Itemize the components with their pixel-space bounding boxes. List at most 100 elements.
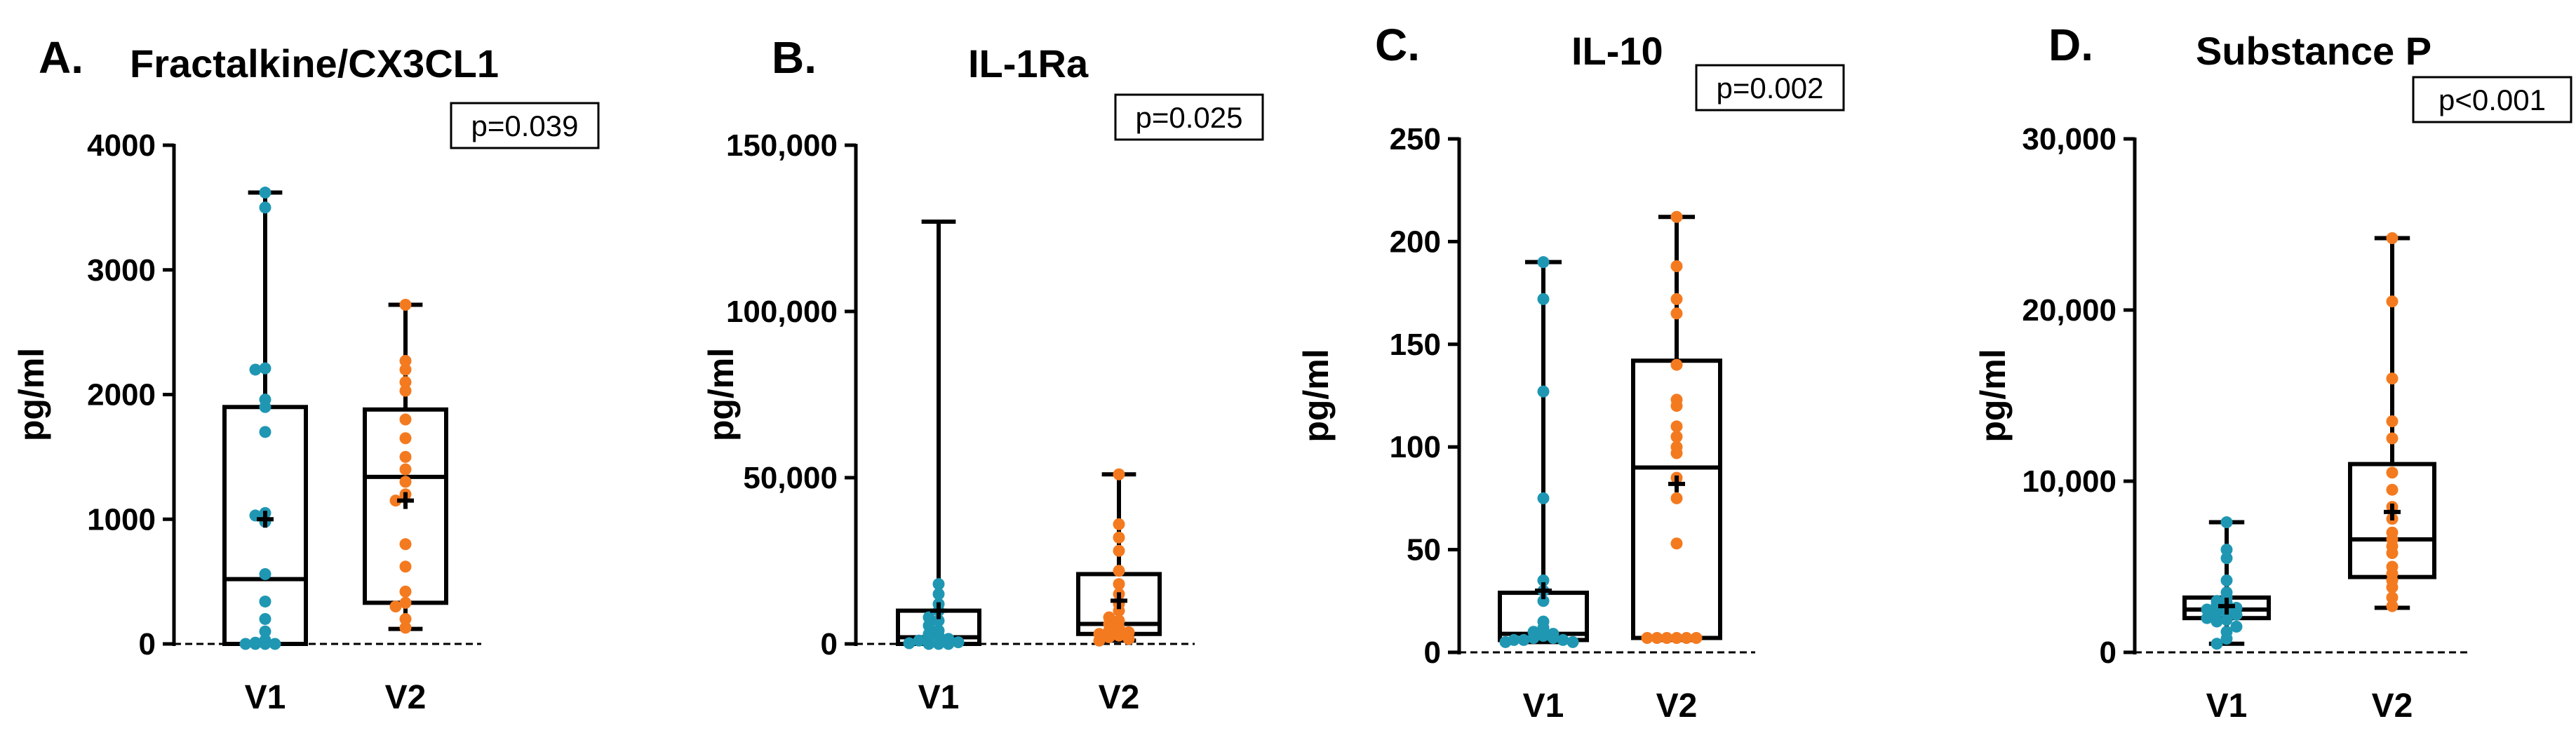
data-point <box>399 463 412 476</box>
data-point <box>1670 307 1683 320</box>
data-point <box>932 614 945 627</box>
box-v1 <box>896 220 981 650</box>
pvalue-text: p=0.039 <box>471 109 579 142</box>
data-point <box>399 596 412 609</box>
panel-letter: D. <box>2048 20 2093 70</box>
data-point <box>1499 636 1512 648</box>
y-tick-label: 100 <box>1390 430 1441 464</box>
box-v2 <box>1076 468 1162 647</box>
data-point <box>2220 544 2233 556</box>
box-v2 <box>363 299 448 634</box>
box-v1 <box>2182 516 2271 650</box>
data-point <box>2386 483 2399 496</box>
data-point <box>259 638 271 650</box>
data-point <box>259 426 271 438</box>
data-point <box>903 637 915 650</box>
data-point <box>2211 607 2223 619</box>
y-tick-label: 100,000 <box>726 295 838 329</box>
data-point <box>1641 632 1653 645</box>
data-point <box>2201 603 2213 616</box>
data-point <box>1670 420 1683 433</box>
pvalue-annotation: p=0.002 <box>1695 64 1845 112</box>
data-point <box>2386 295 2399 308</box>
data-point <box>259 401 271 413</box>
data-point <box>1670 447 1683 459</box>
pvalue-annotation: p=0.039 <box>450 102 600 149</box>
y-tick-label: 3000 <box>87 253 156 288</box>
data-point <box>1537 621 1550 634</box>
data-point <box>2386 591 2399 604</box>
data-point <box>913 634 925 647</box>
data-point <box>923 619 935 632</box>
data-point <box>399 476 412 488</box>
y-tick-label: 2000 <box>87 378 156 412</box>
x-category-label: V1 <box>1523 687 1564 725</box>
data-point <box>399 432 412 445</box>
data-point <box>399 299 412 311</box>
y-tick-label: 0 <box>1424 636 1441 670</box>
chart-panel-a: A. Fractalkine/CX3CL1 0 1000 2000 3000 4000 pg/… <box>12 32 600 716</box>
x-category-label: V2 <box>1656 687 1698 725</box>
data-point <box>932 588 945 600</box>
data-point <box>399 363 412 376</box>
data-point <box>1113 605 1125 617</box>
data-point <box>249 638 262 650</box>
y-tick-label: 0 <box>139 627 156 661</box>
y-tick-label: 250 <box>1390 122 1441 156</box>
panel-title: IL-1Ra <box>968 41 1089 86</box>
chart-panel-b: B. IL-1Ra 0 50,000 100,000 150,000 pg/ml V1 V2 p=… <box>702 32 1264 716</box>
y-tick-label: 20,000 <box>2022 293 2117 328</box>
y-tick-label: 50 <box>1407 533 1441 567</box>
data-point <box>2386 546 2399 559</box>
data-point <box>1670 492 1683 504</box>
x-category-label: V1 <box>245 679 286 716</box>
data-point <box>389 600 402 613</box>
data-point <box>1113 578 1125 591</box>
data-point <box>399 413 412 426</box>
data-point <box>1113 518 1125 530</box>
data-point <box>923 611 935 624</box>
y-tick-label: 4000 <box>87 128 156 163</box>
y-tick-label: 0 <box>821 627 838 661</box>
data-point <box>399 384 412 397</box>
data-point <box>2220 552 2233 565</box>
pvalue-annotation: p<0.001 <box>2412 76 2572 123</box>
pvalue-box <box>450 102 600 149</box>
data-point <box>259 201 271 214</box>
data-point <box>1517 633 1530 646</box>
data-point <box>1557 633 1569 646</box>
data-point <box>399 585 412 598</box>
box-v1 <box>222 187 308 650</box>
data-point <box>1690 632 1703 645</box>
data-point <box>1093 634 1106 647</box>
data-point <box>932 578 945 591</box>
data-point <box>1537 492 1550 504</box>
data-point <box>1113 629 1125 642</box>
data-point <box>1537 574 1550 587</box>
data-point <box>2220 516 2233 529</box>
box-v2 <box>1631 210 1722 645</box>
y-tick-label: 150,000 <box>726 128 838 163</box>
chart-panel-c: C. IL-10 0 50 100 150 200 250 pg/ml V1 V2 p=0.002 <box>1296 20 1845 725</box>
data-point <box>2386 372 2399 385</box>
data-point <box>2386 415 2399 428</box>
data-point <box>2220 614 2233 626</box>
pvalue-annotation: p=0.025 <box>1114 93 1264 141</box>
data-point <box>259 362 271 375</box>
y-tick-label: 150 <box>1390 328 1441 362</box>
y-tick-label: 200 <box>1390 224 1441 259</box>
data-point <box>2211 615 2223 628</box>
data-point <box>1680 632 1693 645</box>
data-point <box>2220 574 2233 587</box>
data-point <box>399 612 412 625</box>
pvalue-text: p=0.025 <box>1136 101 1243 134</box>
data-point <box>932 629 945 642</box>
data-point <box>259 567 271 580</box>
data-point <box>1113 565 1125 577</box>
data-point <box>1103 631 1115 644</box>
data-point <box>399 376 412 389</box>
data-point <box>399 538 412 551</box>
data-point <box>1527 632 1540 645</box>
data-point <box>1670 260 1683 273</box>
data-point <box>1670 358 1683 371</box>
